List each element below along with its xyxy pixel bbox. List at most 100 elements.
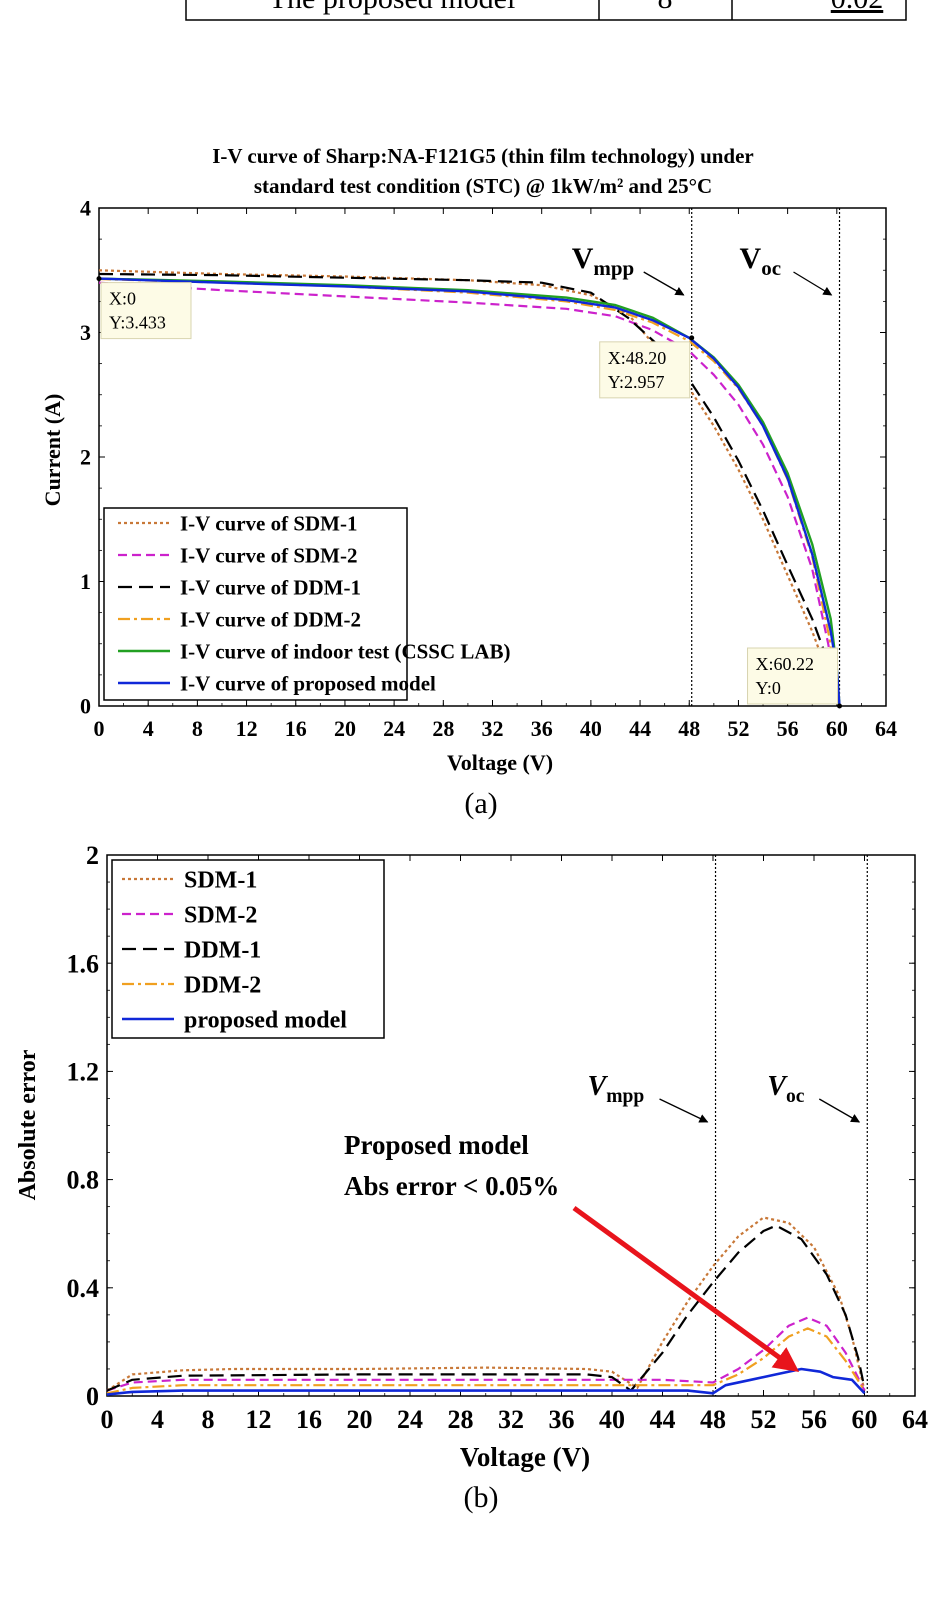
legend-label-3: DDM-2 bbox=[184, 972, 261, 998]
chart-b-marker-lines: Vmpp Voc bbox=[588, 855, 868, 1396]
series-line-3 bbox=[106, 1327, 866, 1395]
legend-label-3: I-V curve of DDM-2 bbox=[180, 607, 361, 631]
series-line-1 bbox=[98, 281, 838, 694]
series-line-5 bbox=[98, 277, 841, 707]
chart-a-title-line2: standard test condition (STC) @ 1kW/m² a… bbox=[254, 174, 712, 198]
y-tick-label: 3 bbox=[80, 320, 91, 345]
datatip-point-1 bbox=[689, 335, 695, 341]
legend-label-1: I-V curve of SDM-2 bbox=[180, 543, 358, 567]
chart-a-caption: (a) bbox=[464, 787, 497, 820]
y-tick-label: 1.6 bbox=[67, 949, 100, 978]
datatip-box-1 bbox=[599, 341, 691, 399]
marker-label-mpp: Vmpp bbox=[588, 1071, 645, 1107]
chart-a-iv-curve: I-V curve of Sharp:NA-F121G5 (thin film … bbox=[40, 144, 897, 820]
x-tick-label: 36 bbox=[531, 716, 553, 741]
x-tick-label: 56 bbox=[801, 1405, 827, 1434]
x-tick-label: 56 bbox=[777, 716, 799, 741]
x-tick-label: 32 bbox=[482, 716, 504, 741]
y-tick-label: 2 bbox=[86, 841, 99, 870]
y-tick-label: 2 bbox=[80, 445, 91, 470]
x-tick-label: 28 bbox=[448, 1405, 474, 1434]
x-tick-label: 48 bbox=[700, 1405, 726, 1434]
chart-a-title-line1: I-V curve of Sharp:NA-F121G5 (thin film … bbox=[212, 144, 754, 168]
legend-label-0: SDM-1 bbox=[184, 867, 257, 893]
datatip-x-2: X:60.22 bbox=[756, 654, 815, 674]
x-tick-label: 52 bbox=[751, 1405, 777, 1434]
y-tick-label: 0.4 bbox=[67, 1274, 100, 1303]
x-tick-label: 64 bbox=[875, 716, 897, 741]
chart-b-series-group bbox=[106, 1216, 866, 1396]
legend-label-4: I-V curve of indoor test (CSSC LAB) bbox=[180, 639, 511, 663]
datatip-x-1: X:48.20 bbox=[608, 348, 667, 368]
x-tick-label: 20 bbox=[334, 716, 356, 741]
legend-label-2: DDM-1 bbox=[184, 937, 261, 963]
x-tick-label: 8 bbox=[202, 1405, 215, 1434]
x-tick-label: 0 bbox=[94, 716, 105, 741]
x-tick-label: 20 bbox=[347, 1405, 373, 1434]
datatip-y-2: Y:0 bbox=[756, 678, 781, 698]
legend-label-4: proposed model bbox=[184, 1007, 347, 1033]
annotation-line1: Proposed model bbox=[344, 1130, 529, 1160]
table-model-label: The proposed model bbox=[269, 0, 516, 15]
marker-arrow-mpp bbox=[643, 271, 685, 296]
series-line-1 bbox=[106, 1316, 866, 1392]
marker-label-oc: Voc bbox=[767, 1071, 804, 1107]
table-count: 8 bbox=[658, 0, 673, 15]
x-tick-label: 44 bbox=[629, 716, 651, 741]
x-tick-label: 36 bbox=[549, 1405, 575, 1434]
legend-label-1: SDM-2 bbox=[184, 902, 257, 928]
x-tick-label: 48 bbox=[678, 716, 700, 741]
x-tick-label: 4 bbox=[143, 716, 154, 741]
x-tick-label: 4 bbox=[151, 1405, 164, 1434]
chart-a-marker-lines: Vmpp Voc bbox=[572, 208, 841, 706]
x-tick-label: 40 bbox=[599, 1405, 625, 1434]
table-value: 0.02 bbox=[831, 0, 884, 15]
table-fragment: The proposed model 8 0.02 bbox=[185, 0, 907, 21]
marker-arrow-oc bbox=[818, 1098, 861, 1123]
chart-a-legend: I-V curve of SDM-1 I-V curve of SDM-2 I-V … bbox=[103, 507, 511, 701]
datatip-point-2 bbox=[837, 703, 843, 709]
x-tick-label: 16 bbox=[285, 716, 307, 741]
datatip-y-0: Y:3.433 bbox=[109, 313, 166, 333]
annotation-line2: Abs error < 0.05% bbox=[344, 1171, 559, 1201]
x-tick-label: 12 bbox=[236, 716, 258, 741]
datatip-x-0: X:0 bbox=[109, 289, 136, 309]
x-tick-label: 60 bbox=[826, 716, 848, 741]
x-tick-label: 64 bbox=[902, 1405, 928, 1434]
marker-label-oc: Voc bbox=[740, 242, 782, 280]
y-tick-label: 1.2 bbox=[67, 1058, 100, 1087]
chart-a-x-axis-label: Voltage (V) bbox=[447, 750, 553, 775]
chart-a-y-axis-label: Current (A) bbox=[40, 394, 65, 507]
datatip-box-2 bbox=[747, 647, 839, 705]
x-tick-label: 24 bbox=[383, 716, 405, 741]
annotation-arrow bbox=[572, 1205, 800, 1372]
x-tick-label: 28 bbox=[432, 716, 454, 741]
chart-b-x-axis-label: Voltage (V) bbox=[460, 1442, 590, 1472]
y-tick-label: 1 bbox=[80, 569, 91, 594]
x-tick-label: 32 bbox=[498, 1405, 524, 1434]
chart-a-datatips: X:0 Y:3.433 X:48.20 Y:2.957 X:60.22 Y:0 bbox=[96, 276, 843, 709]
series-line-4 bbox=[106, 1367, 866, 1396]
chart-b-y-axis-label: Absolute error bbox=[15, 1049, 41, 1200]
marker-label-mpp: Vmpp bbox=[572, 242, 635, 280]
legend-label-5: I-V curve of proposed model bbox=[180, 671, 436, 695]
chart-b-annotation: Proposed model Abs error < 0.05% bbox=[344, 1130, 800, 1372]
marker-arrow-mpp bbox=[659, 1098, 709, 1123]
chart-a-series-group bbox=[98, 269, 841, 707]
legend-label-0: I-V curve of SDM-1 bbox=[180, 511, 358, 535]
series-line-2 bbox=[106, 1224, 866, 1392]
x-tick-label: 0 bbox=[101, 1405, 114, 1434]
chart-b-caption: (b) bbox=[464, 1481, 499, 1514]
x-tick-label: 24 bbox=[397, 1405, 423, 1434]
y-tick-label: 0.8 bbox=[67, 1166, 100, 1195]
x-tick-label: 44 bbox=[650, 1405, 676, 1434]
datatip-box-0 bbox=[100, 282, 192, 340]
y-tick-label: 4 bbox=[80, 196, 91, 221]
x-tick-label: 12 bbox=[246, 1405, 272, 1434]
chart-b-ticks: 0 4 8 12 16 20 24 28 32 36 40 44 48 52 56 60 6400.40.81.… bbox=[67, 841, 929, 1434]
series-line-2 bbox=[98, 272, 838, 694]
legend-label-2: I-V curve of DDM-1 bbox=[180, 575, 361, 599]
y-tick-label: 0 bbox=[80, 694, 91, 719]
